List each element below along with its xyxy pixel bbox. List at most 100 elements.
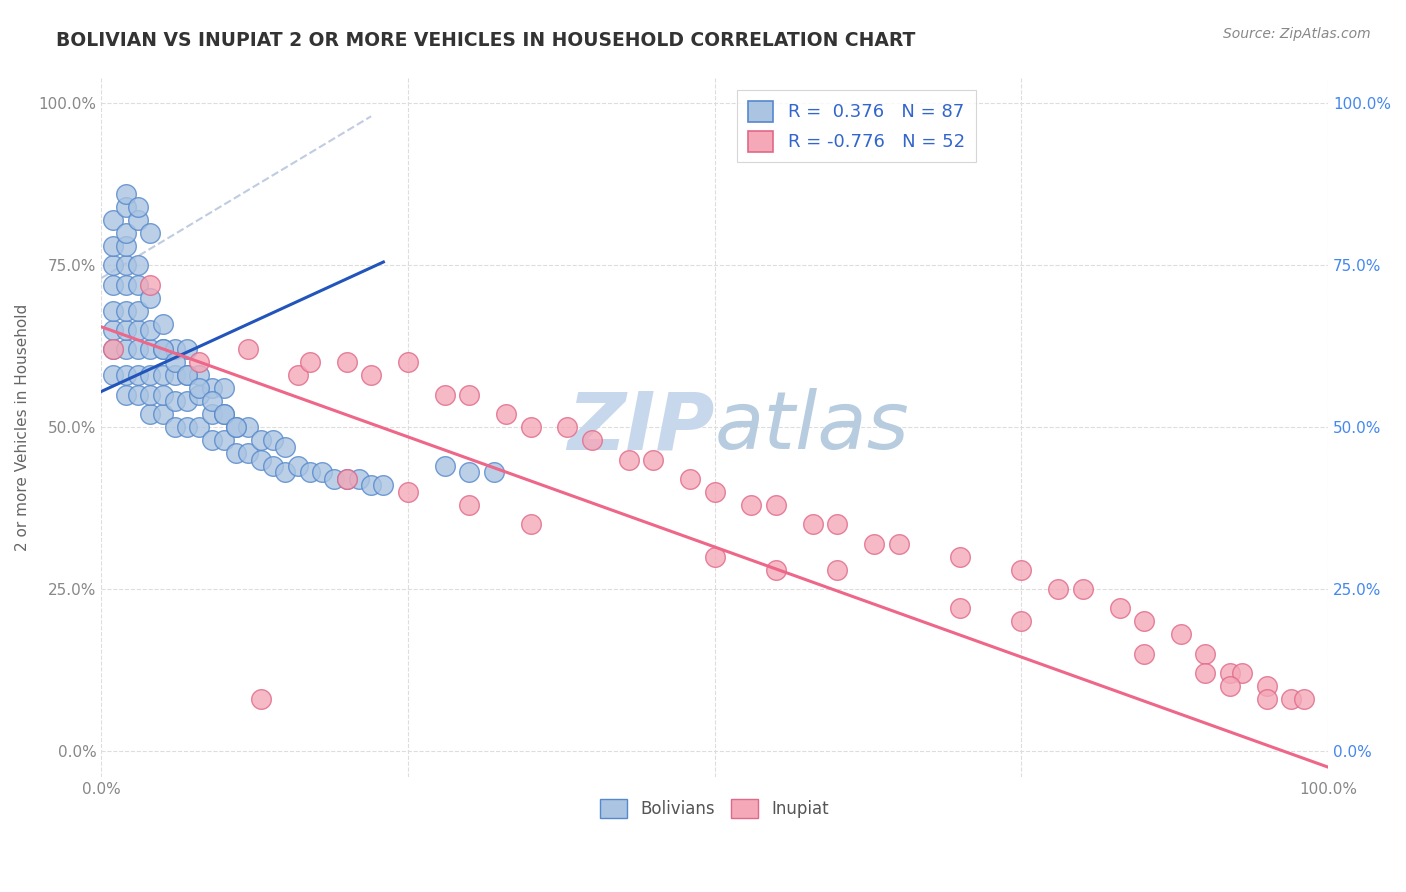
Point: [1133, 647, 1156, 661]
Point: [1071, 582, 1094, 596]
Point: [201, 433, 224, 447]
Point: [887, 537, 910, 551]
Point: [114, 239, 136, 253]
Point: [1256, 679, 1278, 693]
Point: [139, 368, 162, 383]
Point: [274, 440, 297, 454]
Point: [114, 258, 136, 272]
Point: [163, 394, 186, 409]
Point: [139, 343, 162, 357]
Point: [176, 343, 198, 357]
Point: [103, 368, 125, 383]
Point: [176, 394, 198, 409]
Point: [765, 563, 787, 577]
Point: [249, 452, 271, 467]
Point: [238, 446, 260, 460]
Point: [557, 420, 579, 434]
Point: [163, 343, 186, 357]
Point: [323, 472, 346, 486]
Point: [152, 407, 174, 421]
Point: [482, 466, 505, 480]
Point: [262, 433, 284, 447]
Point: [163, 355, 186, 369]
Text: BOLIVIAN VS INUPIAT 2 OR MORE VEHICLES IN HOUSEHOLD CORRELATION CHART: BOLIVIAN VS INUPIAT 2 OR MORE VEHICLES I…: [56, 31, 915, 50]
Point: [201, 381, 224, 395]
Point: [152, 388, 174, 402]
Point: [114, 187, 136, 202]
Point: [581, 433, 603, 447]
Point: [114, 323, 136, 337]
Point: [949, 601, 972, 615]
Point: [127, 258, 149, 272]
Point: [703, 549, 725, 564]
Point: [360, 368, 382, 383]
Point: [127, 303, 149, 318]
Point: [458, 466, 481, 480]
Point: [827, 563, 849, 577]
Point: [238, 343, 260, 357]
Point: [274, 466, 297, 480]
Point: [139, 277, 162, 292]
Point: [212, 407, 235, 421]
Point: [127, 343, 149, 357]
Point: [103, 323, 125, 337]
Point: [127, 213, 149, 227]
Point: [643, 452, 665, 467]
Point: [1292, 692, 1315, 706]
Point: [1219, 679, 1241, 693]
Point: [114, 388, 136, 402]
Point: [103, 258, 125, 272]
Point: [127, 388, 149, 402]
Point: [103, 213, 125, 227]
Point: [765, 498, 787, 512]
Point: [1133, 615, 1156, 629]
Point: [225, 446, 247, 460]
Point: [1256, 692, 1278, 706]
Point: [519, 517, 541, 532]
Point: [139, 388, 162, 402]
Point: [127, 323, 149, 337]
Point: [1170, 627, 1192, 641]
Point: [238, 420, 260, 434]
Point: [139, 407, 162, 421]
Point: [176, 420, 198, 434]
Point: [1279, 692, 1302, 706]
Point: [114, 200, 136, 214]
Point: [176, 368, 198, 383]
Point: [212, 433, 235, 447]
Point: [176, 368, 198, 383]
Point: [103, 343, 125, 357]
Point: [863, 537, 886, 551]
Point: [103, 277, 125, 292]
Text: Source: ZipAtlas.com: Source: ZipAtlas.com: [1223, 27, 1371, 41]
Point: [188, 381, 211, 395]
Text: ZIP: ZIP: [567, 388, 714, 467]
Point: [949, 549, 972, 564]
Point: [212, 381, 235, 395]
Point: [152, 368, 174, 383]
Point: [740, 498, 762, 512]
Point: [127, 368, 149, 383]
Point: [433, 388, 456, 402]
Point: [152, 343, 174, 357]
Point: [188, 420, 211, 434]
Point: [336, 472, 359, 486]
Point: [801, 517, 824, 532]
Point: [114, 368, 136, 383]
Point: [127, 200, 149, 214]
Point: [114, 303, 136, 318]
Point: [139, 291, 162, 305]
Point: [127, 277, 149, 292]
Point: [679, 472, 702, 486]
Point: [396, 355, 419, 369]
Point: [103, 303, 125, 318]
Point: [347, 472, 370, 486]
Point: [103, 239, 125, 253]
Point: [519, 420, 541, 434]
Point: [225, 420, 247, 434]
Point: [249, 692, 271, 706]
Point: [298, 466, 321, 480]
Point: [1194, 647, 1216, 661]
Point: [287, 458, 309, 473]
Point: [114, 343, 136, 357]
